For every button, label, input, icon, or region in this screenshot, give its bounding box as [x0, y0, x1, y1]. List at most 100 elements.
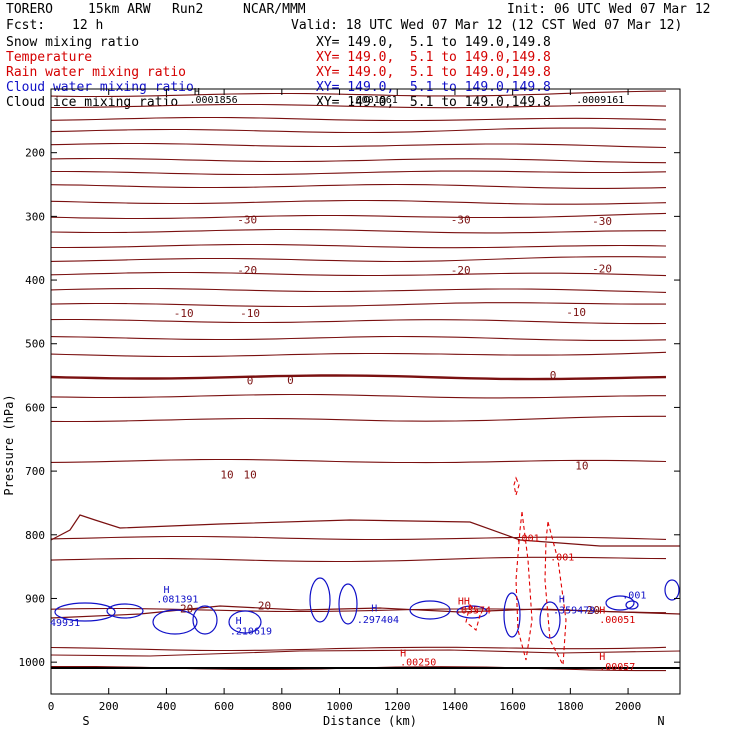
cloud-water-contour	[152, 609, 198, 635]
y-tick-label: 700	[25, 465, 45, 478]
temperature-contour	[51, 170, 667, 176]
temperature-label: -10	[240, 307, 260, 320]
plot-frame	[50, 88, 681, 695]
temperature-label: 20	[180, 603, 193, 616]
cloud-water-contour	[605, 595, 635, 611]
temperature-contour	[50, 183, 667, 189]
temperature-contour	[50, 127, 667, 134]
maximum-label: .03574	[455, 605, 491, 616]
rain-water-contour	[465, 603, 481, 631]
y-tick-label: 500	[25, 338, 45, 351]
cloud-water-contour	[338, 583, 358, 625]
rain-water-contour	[513, 476, 520, 496]
temperature-contour	[50, 256, 667, 263]
temperature-contour	[50, 142, 667, 149]
field-name-cloud-water: Cloud water mixing ratio	[6, 80, 194, 95]
temperature-label: -30	[451, 214, 471, 227]
header-fcst-label: Fcst:	[6, 18, 46, 33]
cloud-water-contour	[309, 577, 331, 623]
maximum-label: H	[400, 649, 406, 660]
maximum-label: .001	[622, 591, 646, 602]
maximum-label: H	[371, 603, 377, 614]
temperature-label: 0	[550, 369, 557, 382]
temperature-label: -20	[451, 264, 471, 277]
header-valid: Valid: 18 UTC Wed 07 Mar 12 (12 CST Wed …	[291, 18, 683, 33]
maximum-label: .210619	[230, 626, 272, 637]
field-name-temperature: Temperature	[6, 50, 93, 65]
temperature-contour	[50, 318, 667, 325]
cloud-water-contour	[456, 605, 488, 619]
temperature-contour	[50, 374, 667, 381]
temperature-contour	[50, 116, 667, 122]
maximum-label: .0009161	[576, 95, 624, 106]
y-tick-label: 300	[25, 210, 45, 223]
maximum-label: .359479	[553, 605, 595, 616]
x-tick-label: 1800	[557, 700, 584, 713]
maximum-label: .0001561	[350, 95, 398, 106]
contour-lines	[50, 90, 681, 672]
field-name-snow: Snow mixing ratio	[6, 35, 140, 50]
temperature-contour	[50, 271, 667, 277]
cloud-water-contour	[192, 605, 218, 635]
temperature-contour	[50, 212, 667, 220]
header-fcst-value: 12 h	[72, 18, 104, 33]
maximum-label: H	[599, 652, 605, 663]
field-name-rain: Rain water mixing ratio	[6, 65, 187, 80]
temperature-contour	[50, 287, 667, 293]
south-label: S	[82, 714, 89, 728]
temperature-label: -20	[592, 263, 612, 276]
maximum-label: .00250	[400, 658, 436, 669]
cloud-water-contours	[54, 577, 680, 639]
header-run: Run2	[172, 2, 204, 17]
temperature-label: 10	[575, 459, 588, 472]
rain-water-contours	[465, 476, 567, 667]
x-tick-label: 1200	[384, 700, 411, 713]
maximum-label: H	[236, 616, 242, 627]
cloud-water-contour	[106, 603, 144, 619]
temperature-contour	[50, 302, 666, 308]
x-tick-label: 2000	[615, 700, 642, 713]
x-tick-label: 400	[156, 700, 176, 713]
x-tick-label: 800	[272, 700, 292, 713]
temperature-contour	[50, 458, 667, 464]
temperature-label: -30	[237, 214, 257, 227]
maximum-label: H	[559, 594, 565, 605]
maximum-label: H	[164, 585, 170, 596]
maximum-label: .0001856	[189, 95, 237, 106]
header-init: Init: 06 UTC Wed 07 Mar 12	[507, 2, 711, 17]
y-tick-label: 900	[25, 592, 45, 605]
x-tick-label: 1600	[499, 700, 526, 713]
temperature-contour	[50, 90, 667, 98]
temperature-label: 10	[220, 468, 233, 481]
header-resolution: 15km ARW	[88, 2, 151, 17]
temperature-contour	[50, 351, 667, 358]
temperature-contour	[50, 228, 666, 234]
x-axis-label: Distance (km)	[323, 714, 417, 728]
x-tick-label: 1400	[442, 700, 469, 713]
maximum-label: .001	[516, 533, 540, 544]
header-model: TORERO	[6, 2, 53, 17]
field-name-cloud-ice: Cloud ice mixing ratio	[6, 95, 179, 110]
temperature-contour	[50, 535, 667, 541]
field-xy-rain: XY= 149.0, 5.1 to 149.0,149.8	[316, 65, 551, 80]
temperature-label: 0	[247, 375, 254, 388]
temperature-label: 10	[243, 468, 256, 481]
x-tick-label: 1000	[326, 700, 353, 713]
temperature-contour	[51, 103, 667, 109]
temperature-label: -10	[174, 307, 194, 320]
axis-ticks: 0 200 400 600 800 1000 1200 1400 1600 1800 2000200…	[19, 89, 680, 713]
maximum-label: HH	[458, 596, 470, 607]
y-tick-label: 800	[25, 529, 45, 542]
temperature-label: 20	[587, 604, 600, 617]
maximum-label: H	[194, 87, 200, 98]
temperature-label: 0	[287, 374, 294, 387]
temperature-contour	[51, 243, 667, 249]
chart-labels: -30 -30 -30 -20 -20 -20 -10 -10 -10 0 0 0 10 10 10 20 20…	[50, 87, 646, 673]
temperature-label: -20	[237, 264, 257, 277]
field-xy-snow: XY= 149.0, 5.1 to 149.0,149.8	[316, 35, 551, 50]
maximum-label: .00057	[599, 662, 635, 673]
temperature-contour	[50, 199, 667, 205]
field-xy-temperature: XY= 149.0, 5.1 to 149.0,149.8	[316, 50, 551, 65]
x-tick-label: 600	[214, 700, 234, 713]
